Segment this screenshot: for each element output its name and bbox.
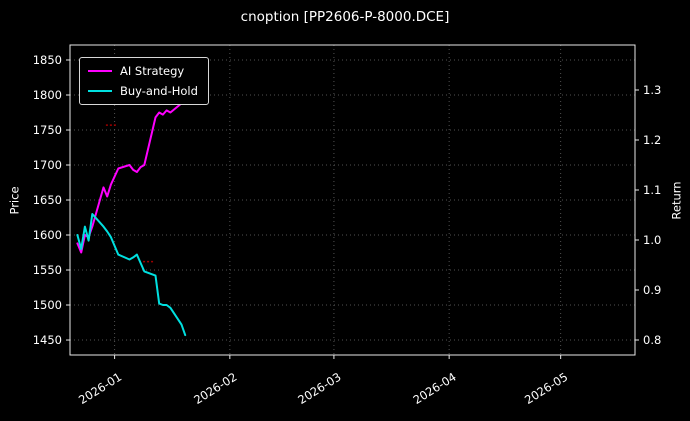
- left-tick-label: 1600: [33, 228, 62, 242]
- right-tick-label: 1.3: [643, 83, 661, 97]
- left-tick-label: 1550: [33, 263, 62, 277]
- legend: AI Strategy Buy-and-Hold: [79, 57, 209, 105]
- x-tick-label: 2026-05: [522, 370, 570, 407]
- legend-item-ai-strategy: AI Strategy: [88, 64, 198, 78]
- right-tick-label: 1.0: [643, 233, 661, 247]
- left-tick-label: 1650: [33, 193, 62, 207]
- chart-title: cnoption [PP2606-P-8000.DCE]: [240, 9, 450, 25]
- left-tick-label: 1800: [33, 88, 62, 102]
- right-tick-label: 0.9: [643, 283, 661, 297]
- buy-and-hold-line-swatch: [88, 90, 112, 92]
- left-tick-label: 1700: [33, 158, 62, 172]
- legend-label-buy-and-hold: Buy-and-Hold: [120, 84, 198, 98]
- right-tick-label: 1.2: [643, 133, 661, 147]
- legend-label-ai-strategy: AI Strategy: [120, 64, 185, 78]
- x-tick-label: 2026-04: [411, 370, 459, 407]
- left-tick-label: 1500: [33, 298, 62, 312]
- series-line-buy-and-hold: [76, 213, 187, 337]
- right-tick-label: 1.1: [643, 183, 661, 197]
- right-tick-label: 0.8: [643, 333, 661, 347]
- left-tick-label: 1750: [33, 123, 62, 137]
- legend-item-buy-and-hold: Buy-and-Hold: [88, 84, 198, 98]
- x-tick-label: 2026-02: [191, 370, 239, 407]
- x-tick-label: 2026-03: [295, 370, 343, 407]
- ai-strategy-line-swatch: [88, 70, 112, 72]
- x-tick-label: 2026-01: [76, 370, 124, 407]
- left-tick-label: 1450: [33, 333, 62, 347]
- left-tick-label: 1850: [33, 53, 62, 67]
